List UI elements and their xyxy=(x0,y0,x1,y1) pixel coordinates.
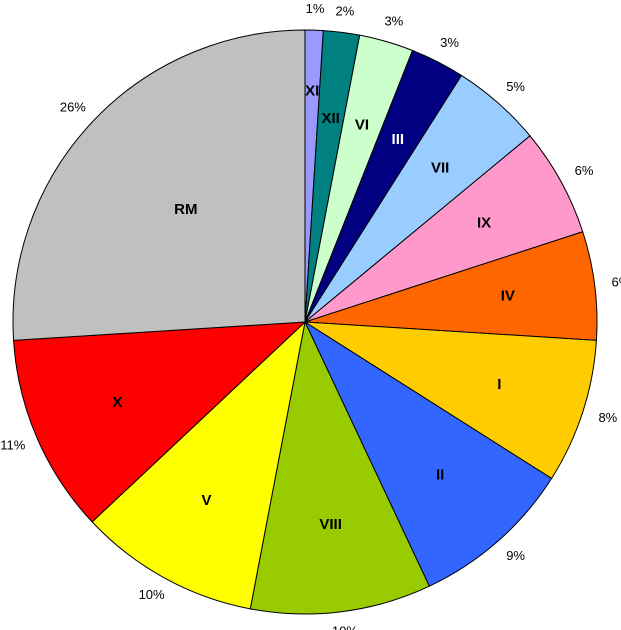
percent-label: 3% xyxy=(440,35,459,50)
slice-label: RM xyxy=(174,201,197,218)
slice-label: I xyxy=(497,376,501,393)
slice-label: V xyxy=(202,492,212,509)
percent-label: 9% xyxy=(506,548,525,563)
percent-label: 1% xyxy=(306,1,325,16)
slice-label: II xyxy=(436,466,444,483)
slice-label: XI xyxy=(305,82,319,99)
slice-label: VI xyxy=(355,117,369,134)
percent-label: 11% xyxy=(0,438,25,453)
percent-label: 26% xyxy=(60,100,86,115)
slice-label: X xyxy=(112,394,122,411)
percent-label: 6% xyxy=(612,274,621,289)
percent-label: 10% xyxy=(332,623,358,630)
percent-label: 3% xyxy=(384,13,403,28)
slice-label: IX xyxy=(477,214,491,231)
percent-label: 8% xyxy=(598,410,617,425)
slice-label: III xyxy=(392,131,405,148)
slice-label: VIII xyxy=(319,516,342,533)
percent-label: 6% xyxy=(575,163,594,178)
pie-slice xyxy=(304,321,597,480)
pie-slice xyxy=(12,29,306,341)
pie-slice xyxy=(13,321,307,523)
percent-label: 2% xyxy=(336,3,355,18)
slice-label: VII xyxy=(431,160,449,177)
pie-slice xyxy=(303,320,553,587)
percent-label: 10% xyxy=(139,587,165,602)
percent-label: 5% xyxy=(506,79,525,94)
pie-slice xyxy=(91,320,306,610)
pie-slice xyxy=(249,320,430,615)
slice-label: IV xyxy=(501,287,515,304)
slice-label: XII xyxy=(321,110,339,127)
